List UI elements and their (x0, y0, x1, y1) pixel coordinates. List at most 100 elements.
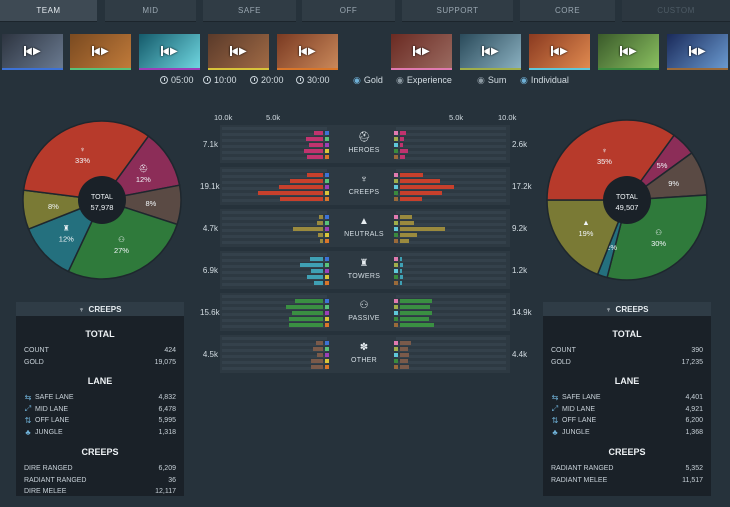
radiant-hero-bar (306, 137, 323, 141)
radiant-hero-bar (307, 155, 323, 159)
stat-value: 5,995 (158, 417, 176, 424)
radiant-hero-portrait[interactable]: ◀ ▶ (70, 34, 131, 70)
stat-label: ⤢ MID LANE (24, 404, 68, 414)
hero-color-dot (325, 281, 329, 285)
toggle-individual[interactable]: ◉ Individual (520, 74, 569, 86)
radiant-hero-bar (311, 359, 323, 363)
hero-color-dot (394, 239, 398, 243)
pie-center (603, 176, 651, 224)
dire-category-total: 1.2k (512, 266, 528, 275)
swap-arrows-icon[interactable]: ◀ ▶ (482, 45, 499, 57)
radiant-category-total: 4.7k (202, 224, 218, 233)
radiant-creeps-panel: ♆ CREEPS TOTAL COUNT 424 GOLD 19,075 LANE ⇆ SAFE … (16, 302, 184, 496)
eye-off-icon: ◉ (477, 74, 485, 85)
tab-core[interactable]: CORE (520, 0, 615, 22)
time-option-4[interactable]: 30:00 (296, 74, 330, 86)
tab-mid[interactable]: MID (105, 0, 196, 22)
stat-label: RADIANT RANGED (551, 465, 614, 472)
pie-slice-percent: 12% (59, 235, 74, 244)
time-option-2[interactable]: 10:00 (203, 74, 237, 86)
swap-arrows-icon[interactable]: ◀ ▶ (299, 45, 316, 57)
pie-slice-percent: 8% (48, 202, 59, 211)
swap-arrows-icon[interactable]: ◀ ▶ (551, 45, 568, 57)
tab-support[interactable]: SUPPORT (402, 0, 513, 22)
stat-lane: ♣ JUNGLE 1,368 (551, 427, 703, 438)
toggle-gold[interactable]: ◉ Gold (353, 74, 383, 86)
stat-label: DIRE MELEE (24, 488, 67, 495)
tab-safe[interactable]: SAFE (203, 0, 296, 22)
radiant-hero-portrait[interactable]: ◀ ▶ (2, 34, 63, 70)
stat-lane: ⇅ OFF LANE 6,200 (551, 415, 703, 426)
hero-color-dot (325, 197, 329, 201)
radiant-category-total: 19.1k (200, 182, 220, 191)
neutrals-icon: ▲ (359, 215, 369, 227)
swap-arrows-icon[interactable]: ◀ ▶ (24, 45, 41, 57)
tower-icon: ♜ (63, 224, 70, 233)
helmet-icon: ⛑ (139, 164, 149, 173)
swap-arrows-icon[interactable]: ◀ ▶ (620, 45, 637, 57)
swap-arrows-icon[interactable]: ◀ ▶ (92, 45, 109, 57)
radiant-pie-slice-creeps[interactable] (22, 120, 150, 201)
stat-lane: ⤢ MID LANE 6,478 (24, 404, 176, 415)
time-option-3[interactable]: 20:00 (250, 74, 284, 86)
hero-color-dot (394, 137, 398, 141)
radiant-pie-slice-neutrals_t[interactable] (27, 198, 104, 273)
radiant-hero-portrait[interactable]: ◀ ▶ (277, 34, 338, 70)
swap-arrows-icon[interactable]: ◀ ▶ (230, 45, 247, 57)
dire-hero-portrait[interactable]: ◀ ▶ (460, 34, 521, 70)
hero-color-dot (325, 239, 329, 243)
safe-lane-icon: ⇆ (551, 393, 559, 402)
category-label: PASSIVE (348, 315, 380, 322)
toggle-experience[interactable]: ◉ Experience (396, 74, 452, 86)
tab-custom[interactable]: CUSTOM (622, 0, 730, 22)
lane-label: MID LANE (35, 405, 69, 413)
scale-tick: 5.0k (266, 113, 281, 122)
jungle-icon: ♣ (552, 427, 558, 437)
dire-hero-portrait[interactable]: ◀ ▶ (529, 34, 590, 70)
time-option-1[interactable]: 05:00 (160, 74, 194, 86)
swap-arrows-icon[interactable]: ◀ ▶ (413, 45, 430, 57)
stat-value: 6,478 (158, 405, 176, 413)
dire-hero-portrait[interactable]: ◀ ▶ (598, 34, 659, 70)
toggle-label: Experience (406, 75, 452, 85)
stat-label: ⇅ OFF LANE (551, 416, 597, 425)
dire-hero-bar (400, 269, 403, 273)
radiant-hero-bar (310, 257, 323, 261)
swap-arrows-icon[interactable]: ◀ ▶ (161, 45, 178, 57)
radiant-hero-portrait[interactable]: ◀ ▶ (139, 34, 200, 70)
hero-color-dot (325, 263, 329, 267)
dire-pie-slice-creeps[interactable] (546, 119, 676, 201)
tab-team[interactable]: TEAM (0, 0, 97, 22)
hero-color-dot (394, 365, 398, 369)
category-label: TOWERS (347, 273, 381, 280)
category-row-other: ✽ OTHER 4.5k 4.4k (203, 335, 527, 373)
pie-total-value: 49,507 (616, 203, 639, 212)
toggle-label: Gold (363, 75, 383, 85)
toggle-sum[interactable]: ◉ Sum (477, 74, 506, 86)
dire-hero-portrait[interactable]: ◀ ▶ (391, 34, 452, 70)
section-title-creeps: CREEPS (608, 447, 646, 457)
dire-hero-bar (400, 317, 430, 321)
dire-hero-bar (400, 215, 412, 219)
dire-pie-slice-neutrals[interactable] (546, 199, 629, 276)
radiant-pie-slice-heroes[interactable] (100, 135, 181, 202)
radiant-hero-bar (307, 275, 323, 279)
radiant-hero-portrait[interactable]: ◀ ▶ (208, 34, 269, 70)
hero-color-dot (394, 275, 398, 279)
dire-hero-portrait[interactable]: ◀ ▶ (667, 34, 728, 70)
stat-value: 6,200 (685, 417, 703, 424)
radiant-hero-bar (257, 191, 323, 195)
swap-arrows-icon[interactable]: ◀ ▶ (689, 45, 706, 57)
pie-total-value: 57,978 (91, 203, 114, 212)
lane-label: MID LANE (562, 405, 596, 413)
dire-hero-bar (400, 305, 431, 309)
stat-value: 5,352 (685, 465, 703, 472)
dire-creeps-panel: ♆ CREEPS TOTAL COUNT 390 GOLD 17,235 LANE ⇆ SAFE … (543, 302, 711, 496)
category-row-heroes: ⛑ HEROES 7.1k 2.6k (203, 125, 527, 163)
pie-slice-percent: 5% (657, 161, 668, 170)
stat-label: ⤢ MID LANE (551, 404, 595, 414)
tab-off[interactable]: OFF (302, 0, 395, 22)
stat-gold: GOLD 17,235 (551, 357, 703, 368)
hero-color-dot (394, 347, 398, 351)
